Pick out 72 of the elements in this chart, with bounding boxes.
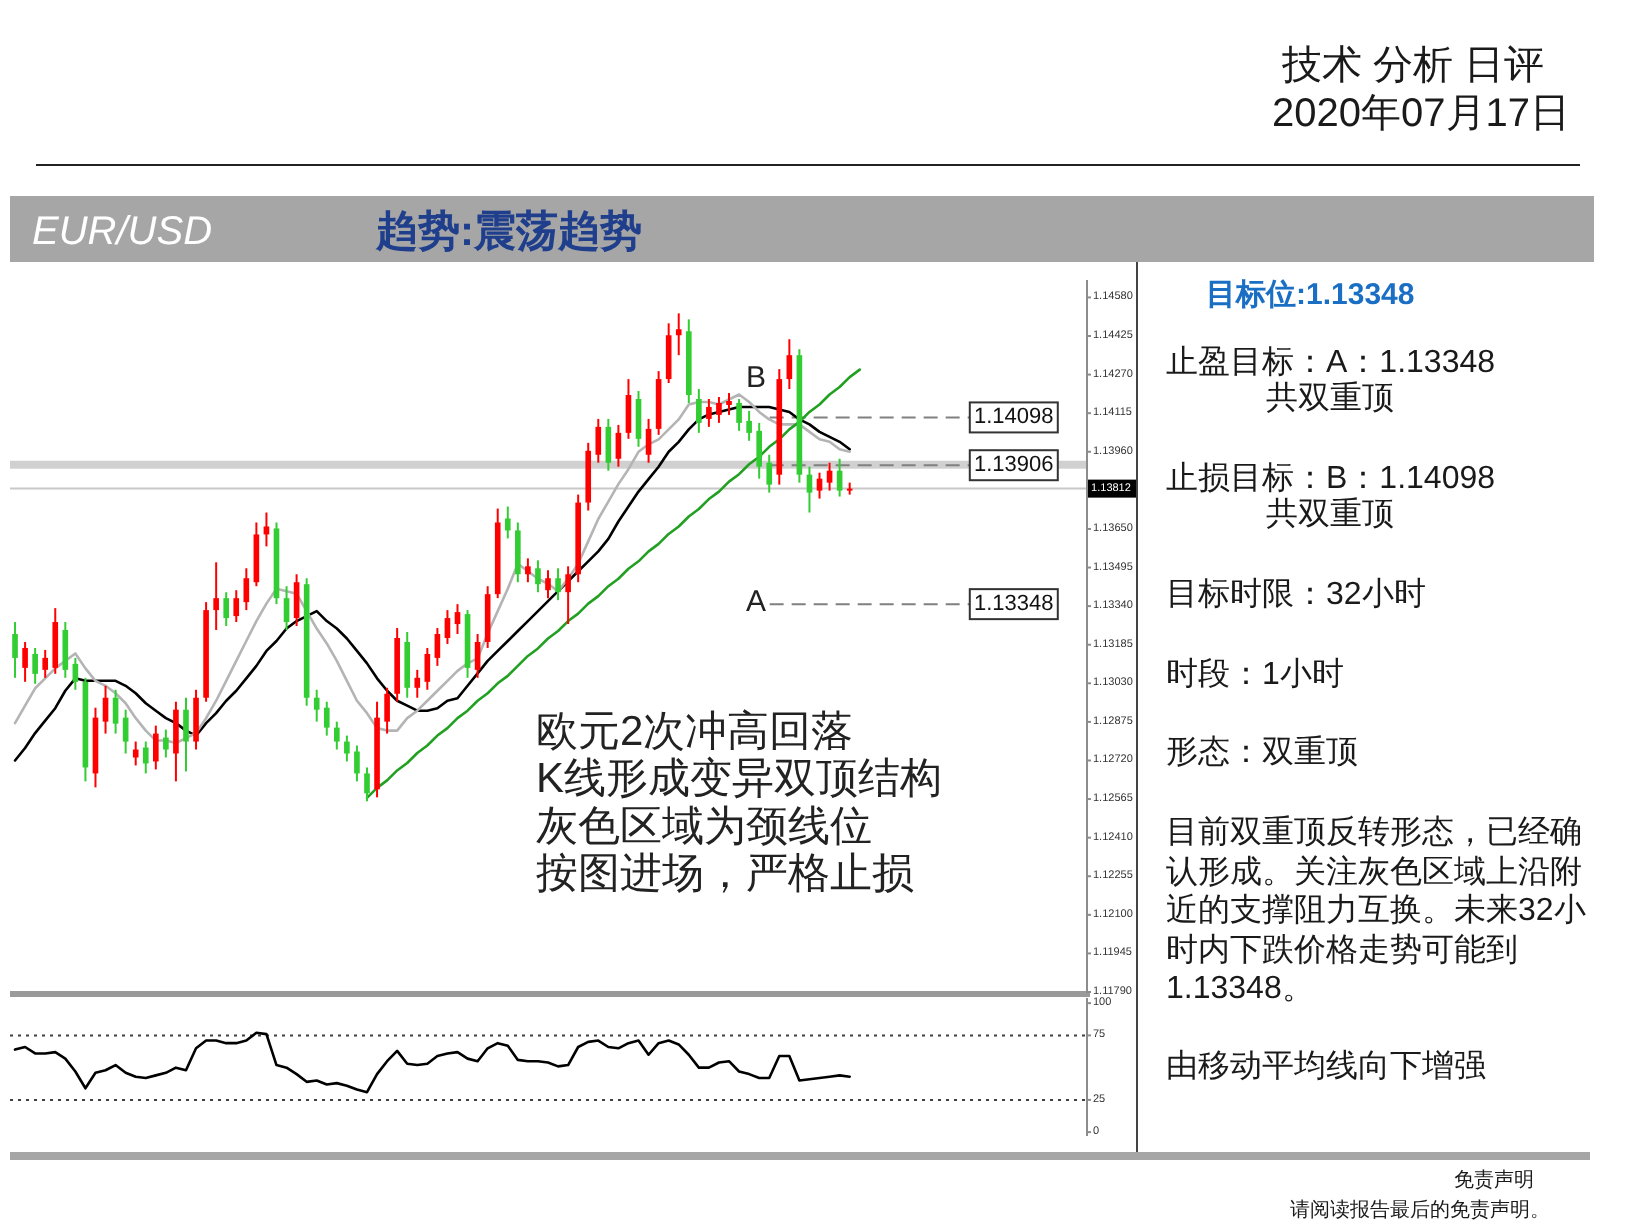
annotation: K线形成变异双顶结构 — [536, 756, 943, 803]
candlestick — [42, 648, 49, 679]
text: 2020年07月17日 — [1272, 90, 1570, 138]
candlestick — [535, 559, 541, 594]
text: 形态：双重顶 — [1166, 734, 1358, 774]
candlestick — [696, 388, 702, 434]
candlestick — [595, 417, 602, 464]
candlestick — [706, 398, 712, 428]
candlestick — [163, 728, 169, 759]
candlestick — [173, 700, 179, 783]
candlestick — [414, 668, 421, 699]
text: 止盈目标：A：1.13348 — [1166, 344, 1496, 381]
candlestick — [213, 561, 219, 632]
text: 由移动平均线向下增强 — [1166, 1048, 1486, 1088]
candlestick — [62, 621, 69, 679]
text: 共双重顶 — [1266, 380, 1394, 420]
candlestick — [746, 409, 752, 442]
candlestick — [223, 591, 230, 628]
candlestick — [454, 603, 461, 636]
line-series — [365, 368, 862, 800]
candlestick — [504, 505, 511, 540]
candlestick — [344, 734, 350, 763]
candlestick — [323, 700, 330, 737]
candlestick — [716, 396, 722, 424]
ref-line-label: 1.14098 — [974, 405, 1054, 430]
candlestick — [153, 724, 159, 771]
annotation: A — [745, 585, 766, 619]
candlestick — [545, 569, 551, 600]
candlestick — [132, 740, 139, 767]
annotation: 欧元2次冲高回落 — [536, 709, 854, 755]
text: 免责声明 — [1454, 1170, 1534, 1194]
text: 技术 分析 日评 — [1281, 42, 1544, 90]
candlestick — [183, 696, 189, 773]
text: 共双重顶 — [1266, 496, 1394, 536]
candlestick — [766, 453, 773, 494]
ref-line-label: 1.13906 — [974, 453, 1054, 478]
candlestick — [816, 471, 823, 500]
candlestick — [756, 421, 762, 480]
text: 请阅读报告最后的免责声明。 — [1290, 1200, 1550, 1224]
line-series — [13, 1031, 851, 1094]
text: 时段：1小时 — [1166, 656, 1344, 696]
text: 目标时限：32小时 — [1166, 576, 1426, 616]
candlestick — [12, 621, 18, 679]
candlestick — [193, 688, 199, 751]
candlestick — [52, 607, 59, 675]
candlestick — [726, 392, 732, 416]
candlestick — [826, 461, 833, 492]
candlestick — [736, 398, 742, 432]
annotation: B — [745, 361, 766, 395]
candlestick — [313, 688, 320, 723]
chart-subtitle: 趋势:震荡趋势 — [374, 209, 642, 255]
candlestick — [233, 589, 240, 624]
candlestick — [364, 766, 370, 803]
candlestick — [525, 557, 531, 584]
candlestick — [32, 646, 38, 685]
text: 止损目标：B：1.14098 — [1166, 460, 1496, 497]
chart-title: EUR/USD — [32, 210, 213, 254]
text: 目标位:1.13348 — [1206, 278, 1415, 314]
candlestick — [354, 744, 360, 783]
candlestick — [334, 720, 340, 751]
candlestick — [384, 686, 390, 735]
candlestick — [555, 567, 561, 602]
text: 目前双重顶反转形态，已经确认形成。关注灰色区域上沿附近的支撑阻力互换。未来32小时内下跌价格走势可能到1.13348。 — [1166, 814, 1588, 1010]
annotation: 按图进场，严格止损 — [536, 851, 914, 898]
candlestick — [404, 631, 411, 699]
candlestick — [22, 640, 28, 683]
candlestick — [515, 521, 521, 584]
candlestick — [675, 312, 682, 357]
ref-line-label: 1.13348 — [974, 592, 1054, 617]
annotation: 灰色区域为颈线位 — [536, 803, 872, 850]
candlestick — [142, 740, 149, 775]
candlestick — [565, 565, 571, 626]
